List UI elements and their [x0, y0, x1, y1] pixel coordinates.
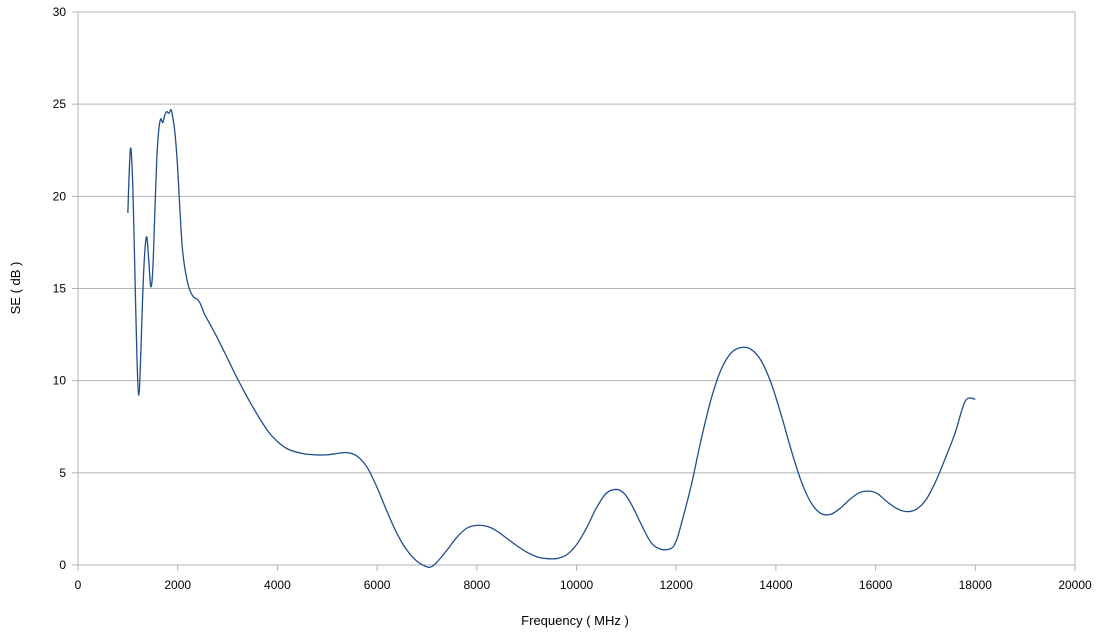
x-tick-label: 14000 [759, 578, 793, 592]
y-axis-title: SE ( dB ) [8, 262, 23, 315]
series-line [127, 109, 976, 568]
x-tick-label: 0 [75, 578, 82, 592]
x-tick-label: 8000 [463, 578, 490, 592]
y-tick-label: 5 [59, 466, 66, 480]
y-tick-label: 15 [53, 282, 67, 296]
x-axis-ticks: 0 2000 4000 6000 8000 10000 12000 14000 16000 180… [75, 565, 1092, 592]
x-tick-label: 4000 [264, 578, 291, 592]
x-tick-label: 12000 [660, 578, 694, 592]
x-tick-label: 2000 [164, 578, 191, 592]
y-tick-label: 25 [53, 97, 67, 111]
y-tick-label: 0 [59, 558, 66, 572]
x-tick-label: 16000 [859, 578, 893, 592]
y-tick-label: 20 [53, 189, 67, 203]
x-tick-label: 20000 [1058, 578, 1092, 592]
x-axis-title: Frequency ( MHz ) [521, 613, 629, 628]
x-tick-label: 10000 [560, 578, 594, 592]
y-tick-label: 10 [53, 374, 67, 388]
x-tick-label: 6000 [364, 578, 391, 592]
gridlines [78, 11, 1075, 566]
x-tick-label: 18000 [959, 578, 993, 592]
y-tick-label: 30 [53, 5, 67, 19]
y-axis-ticks: 0 5 10 15 20 25 30 [53, 5, 78, 572]
